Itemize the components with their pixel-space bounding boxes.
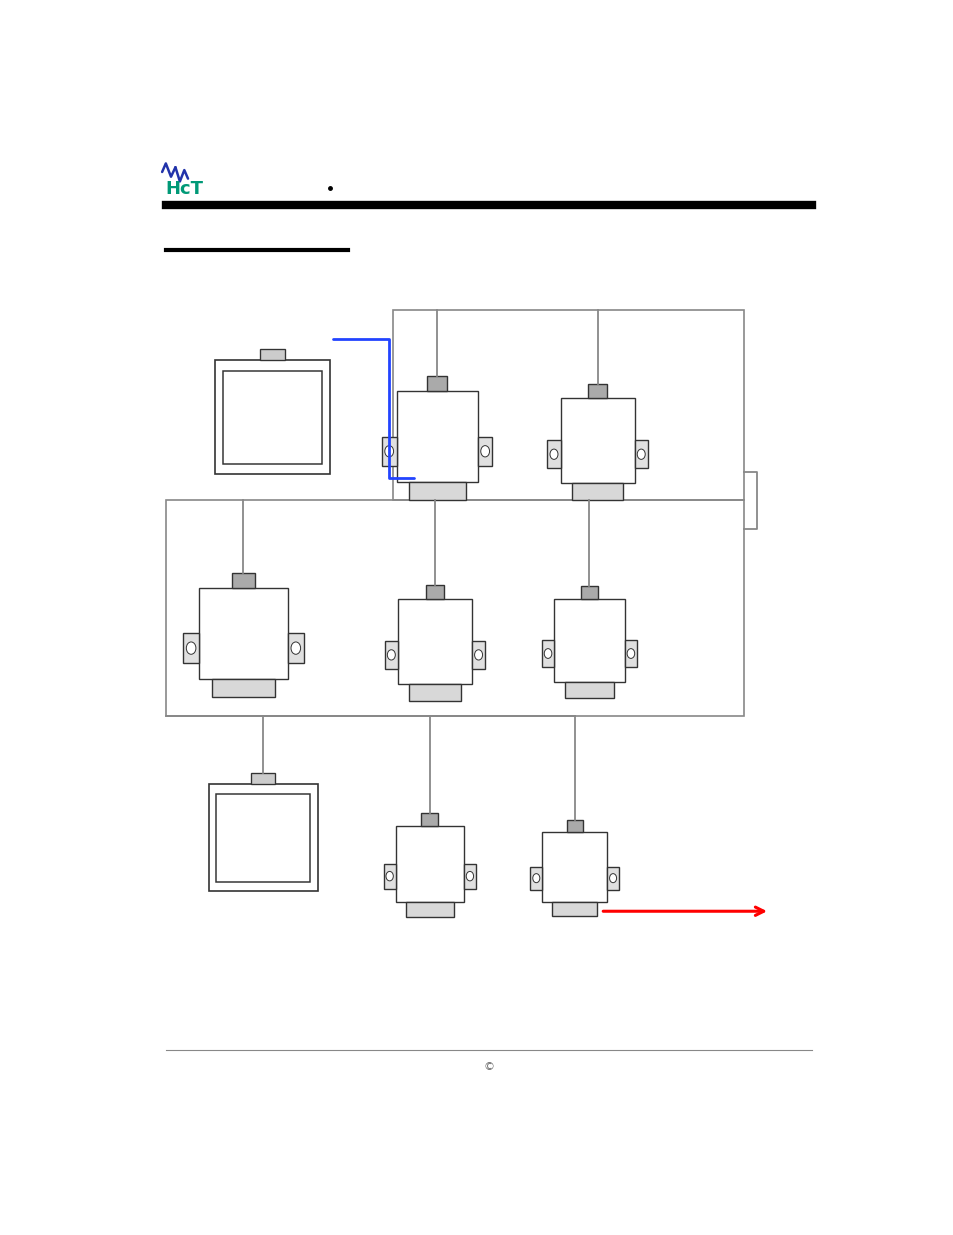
Bar — [183, 634, 199, 663]
Circle shape — [626, 648, 634, 658]
Bar — [624, 640, 637, 667]
Text: HcT: HcT — [166, 180, 204, 198]
Bar — [554, 599, 624, 682]
Circle shape — [480, 446, 489, 457]
Bar — [588, 384, 606, 398]
Bar — [571, 483, 623, 500]
Circle shape — [637, 450, 644, 459]
Circle shape — [387, 650, 395, 659]
Bar — [606, 867, 618, 889]
Bar — [252, 773, 275, 784]
Bar — [547, 441, 560, 468]
Bar — [541, 640, 554, 667]
Bar — [580, 585, 598, 599]
Circle shape — [532, 873, 539, 883]
Bar — [397, 599, 472, 684]
Bar — [223, 370, 321, 464]
Bar — [259, 348, 285, 361]
Bar — [477, 436, 492, 466]
Bar — [383, 863, 395, 888]
Circle shape — [609, 873, 616, 883]
Circle shape — [186, 642, 195, 655]
Circle shape — [466, 872, 473, 881]
Bar — [634, 441, 647, 468]
Bar — [472, 641, 485, 668]
Bar — [393, 310, 743, 500]
Text: ©: © — [483, 1062, 494, 1072]
Circle shape — [550, 450, 558, 459]
Bar — [396, 391, 477, 483]
Bar — [216, 794, 310, 882]
Bar — [233, 573, 254, 588]
Bar — [409, 684, 460, 700]
Bar — [564, 682, 614, 698]
Bar — [566, 820, 582, 831]
Bar — [213, 679, 274, 697]
Bar — [530, 867, 541, 889]
Circle shape — [384, 446, 394, 457]
Circle shape — [474, 650, 482, 659]
Bar — [463, 863, 476, 888]
Bar — [421, 814, 437, 826]
Bar — [166, 500, 743, 716]
Bar — [560, 398, 634, 483]
Bar — [214, 361, 329, 474]
Bar — [199, 588, 288, 679]
Bar — [395, 826, 463, 903]
Bar — [408, 483, 465, 500]
Bar — [209, 784, 317, 892]
Bar — [552, 903, 597, 916]
Circle shape — [291, 642, 300, 655]
Circle shape — [386, 872, 393, 881]
Bar — [425, 585, 444, 599]
Bar — [406, 903, 453, 918]
Bar — [288, 634, 303, 663]
Bar — [381, 436, 396, 466]
Bar — [427, 377, 447, 391]
Circle shape — [543, 648, 551, 658]
Bar — [541, 831, 606, 903]
Bar — [384, 641, 397, 668]
